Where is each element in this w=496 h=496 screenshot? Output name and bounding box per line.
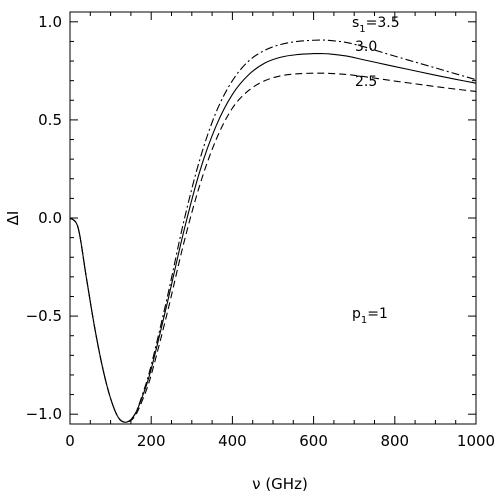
- series-line-solid: [69, 52, 477, 423]
- tick-labels: 0 200 400 600 800 1000 −1.0 −0.5 0.0 0.5 1.0: [26, 13, 496, 450]
- series-line-dashed: [69, 72, 477, 423]
- plot-frame: [69, 11, 477, 425]
- y-tick-label: 1.0: [38, 13, 62, 31]
- annotation-p1-value: =1: [367, 306, 388, 322]
- x-tick-label: 0: [65, 432, 75, 450]
- annotation-s1-value: =3.5: [366, 15, 400, 31]
- annotation-p1: p1=1: [352, 306, 388, 326]
- y-tick-label: −0.5: [26, 307, 62, 325]
- x-tick-label: 400: [218, 432, 247, 450]
- x-tick-label: 1000: [457, 432, 495, 450]
- annotation-mid: 3.0: [355, 39, 377, 55]
- x-axis-label: ν (GHz): [252, 475, 308, 493]
- series-line-dash-dot: [69, 39, 477, 423]
- annotation-p1-subscript: 1: [361, 315, 367, 326]
- annotation-s1: s1=3.5: [352, 15, 400, 35]
- series-group: [69, 39, 477, 423]
- y-tick-label: −1.0: [26, 405, 62, 423]
- tick-marks: [69, 12, 477, 424]
- annotation-s1-subscript: 1: [359, 24, 365, 35]
- annotation-low: 2.5: [355, 74, 377, 90]
- y-axis-label: ΔI: [4, 211, 22, 226]
- x-tick-label: 600: [299, 432, 328, 450]
- x-tick-label: 200: [137, 432, 166, 450]
- annotation-s1-prefix: s: [352, 15, 359, 31]
- annotation-p1-prefix: p: [352, 306, 361, 322]
- x-tick-label: 800: [380, 432, 409, 450]
- y-tick-label: 0.5: [38, 111, 62, 129]
- y-tick-label: 0.0: [38, 209, 62, 227]
